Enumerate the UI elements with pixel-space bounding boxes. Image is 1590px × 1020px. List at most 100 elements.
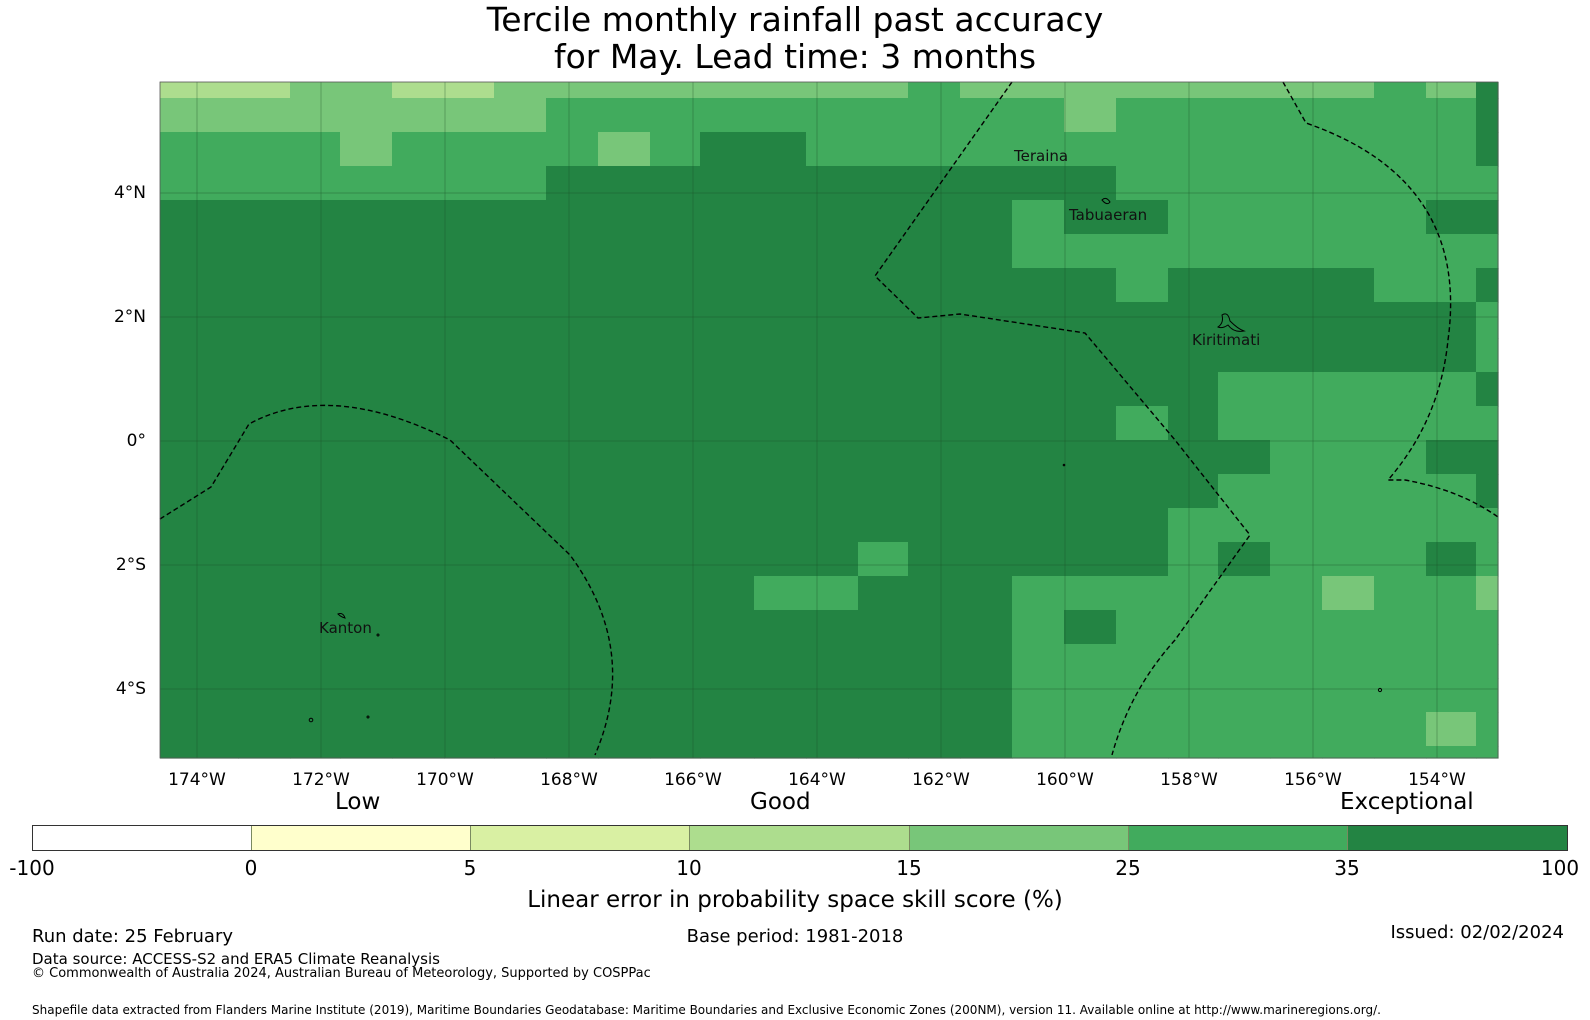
skill-cell: [340, 610, 393, 645]
skill-cell: [1476, 338, 1499, 373]
skill-cell: [160, 302, 239, 339]
skill-cell: [392, 338, 445, 373]
skill-cell: [1218, 166, 1271, 201]
line-islands-eez-boundary: [874, 81, 1251, 756]
skill-cell: [160, 576, 239, 611]
skill-cell: [908, 406, 961, 441]
skill-cell: [650, 372, 701, 407]
skill-cell: [598, 712, 651, 747]
skill-cell: [1374, 234, 1427, 269]
skill-cell: [960, 132, 1013, 167]
skill-cell: [238, 440, 291, 475]
skill-cell: [546, 268, 599, 303]
skill-cell: [1476, 542, 1499, 577]
skill-cell: [340, 406, 393, 441]
skill-cell: [700, 576, 755, 611]
skill-cell: [1374, 82, 1427, 99]
skill-cell: [1064, 302, 1117, 339]
skill-cell: [494, 166, 547, 201]
skill-cell: [650, 644, 701, 679]
skill-cell: [290, 268, 341, 303]
skill-cell: [1116, 508, 1169, 543]
skill-cell: [494, 406, 547, 441]
skill-cell: [444, 678, 495, 713]
skill-cell: [1012, 678, 1065, 713]
skill-cell: [1218, 82, 1271, 99]
skill-cell: [340, 474, 393, 509]
skill-cell: [858, 166, 909, 201]
skill-cell: [1012, 302, 1065, 339]
skill-cell: [1476, 372, 1499, 407]
skill-cell: [806, 712, 859, 747]
copyright-notice: © Commonwealth of Australia 2024, Austra…: [32, 966, 651, 981]
x-tick-160w: 160°W: [1036, 770, 1094, 790]
skill-cell: [1218, 610, 1271, 645]
skill-cell: [650, 542, 701, 577]
skill-cell: [340, 302, 393, 339]
skill-cell: [1270, 98, 1323, 133]
skill-cell: [494, 440, 547, 475]
skill-cell: [1168, 200, 1219, 235]
skill-cell: [1168, 338, 1219, 373]
skill-cell: [1374, 508, 1427, 543]
skill-cell: [1168, 508, 1219, 543]
skill-cell: [700, 678, 755, 713]
skill-cell: [238, 302, 291, 339]
skill-cell: [238, 234, 291, 269]
skill-cell: [340, 746, 393, 759]
skill-cell: [858, 338, 909, 373]
colorbar-segment: [251, 825, 470, 851]
skill-cell: [754, 268, 807, 303]
x-tick-154w: 154°W: [1408, 770, 1466, 790]
skill-cell: [160, 268, 239, 303]
skill-cell: [1012, 576, 1065, 611]
skill-cell: [598, 338, 651, 373]
skill-cell: [1168, 268, 1219, 303]
skill-cell: [238, 474, 291, 509]
skill-cell: [1426, 406, 1477, 441]
skill-cell: [160, 712, 239, 747]
skill-cell: [1168, 372, 1219, 407]
skill-cell: [858, 372, 909, 407]
skill-cell: [290, 166, 341, 201]
skill-cell: [1168, 610, 1219, 645]
skill-cell: [340, 200, 393, 235]
skill-cell: [806, 508, 859, 543]
skill-cell: [858, 746, 909, 759]
map-frame: [159, 81, 1499, 759]
skill-cell: [1064, 474, 1117, 509]
run-date: Run date: 25 February: [32, 926, 233, 947]
skill-cell: [1218, 372, 1271, 407]
skill-cell: [494, 372, 547, 407]
skill-cell: [1116, 644, 1169, 679]
skill-cell: [806, 338, 859, 373]
y-tick-2s: 2°S: [115, 555, 146, 575]
skill-cell: [754, 440, 807, 475]
skill-cell: [1218, 268, 1271, 303]
skill-cell: [546, 302, 599, 339]
skill-cell: [392, 372, 445, 407]
skill-cell: [494, 712, 547, 747]
skill-cell: [1012, 372, 1065, 407]
skill-cell: [340, 132, 393, 167]
skill-cell: [1270, 746, 1323, 759]
skill-cell: [598, 678, 651, 713]
skill-cell: [1064, 268, 1117, 303]
skill-cell: [598, 132, 651, 167]
skill-cell: [1064, 132, 1117, 167]
skill-cell: [700, 372, 755, 407]
colorbar-tick-label: 10: [676, 856, 702, 880]
skill-cell: [1012, 132, 1065, 167]
skill-cell: [1218, 98, 1271, 133]
skill-cell: [1270, 610, 1323, 645]
skill-cell: [1476, 98, 1499, 133]
skill-cell: [754, 576, 807, 611]
skill-cell: [290, 372, 341, 407]
skill-cell: [1322, 508, 1375, 543]
skill-cell: [444, 644, 495, 679]
skill-cell: [160, 746, 239, 759]
skill-cell: [444, 576, 495, 611]
skill-cell: [1426, 98, 1477, 133]
skill-cell: [1116, 200, 1169, 235]
skill-cell: [494, 610, 547, 645]
